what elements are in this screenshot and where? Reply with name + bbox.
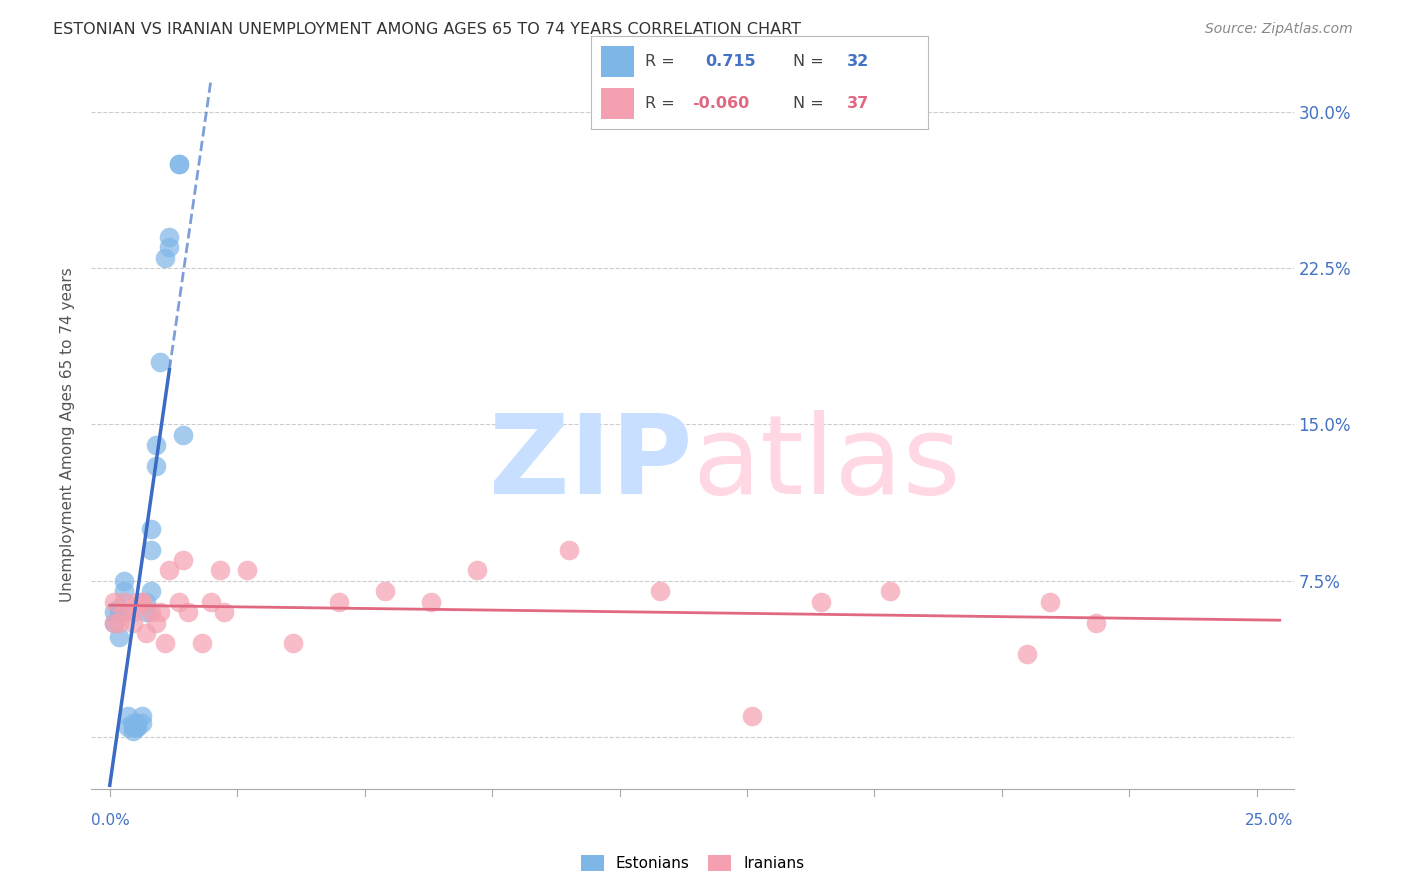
- Point: [157, 229, 180, 244]
- Point: [127, 715, 149, 730]
- Text: atlas: atlas: [692, 409, 960, 516]
- Point: [139, 584, 162, 599]
- Point: [103, 615, 125, 630]
- Point: [167, 157, 190, 171]
- Point: [135, 595, 157, 609]
- Point: [1017, 647, 1039, 661]
- Point: [879, 584, 901, 599]
- Point: [167, 595, 190, 609]
- Point: [121, 605, 143, 619]
- Text: R =: R =: [644, 54, 675, 69]
- Point: [172, 553, 194, 567]
- Text: 0.715: 0.715: [706, 54, 756, 69]
- Point: [650, 584, 672, 599]
- Point: [157, 240, 180, 254]
- Point: [214, 605, 236, 619]
- Point: [328, 595, 350, 609]
- Point: [149, 605, 172, 619]
- Point: [127, 720, 149, 734]
- Point: [108, 615, 131, 630]
- Bar: [600, 46, 634, 77]
- Point: [117, 709, 139, 723]
- Bar: [600, 88, 634, 119]
- Point: [121, 715, 143, 730]
- Point: [121, 724, 143, 739]
- Point: [131, 715, 153, 730]
- Text: 25.0%: 25.0%: [1246, 814, 1294, 828]
- Point: [153, 636, 176, 650]
- Point: [131, 595, 153, 609]
- Point: [117, 720, 139, 734]
- Text: R =: R =: [644, 96, 675, 112]
- Text: Source: ZipAtlas.com: Source: ZipAtlas.com: [1205, 22, 1353, 37]
- Point: [465, 563, 488, 577]
- Point: [741, 709, 763, 723]
- Point: [145, 615, 167, 630]
- Point: [103, 615, 125, 630]
- Point: [127, 720, 149, 734]
- Point: [135, 605, 157, 619]
- Point: [236, 563, 259, 577]
- Point: [131, 709, 153, 723]
- Point: [112, 574, 135, 588]
- Point: [112, 605, 135, 619]
- Text: 37: 37: [846, 96, 869, 112]
- Point: [177, 605, 200, 619]
- Point: [419, 595, 441, 609]
- Point: [127, 595, 149, 609]
- Point: [139, 542, 162, 557]
- Point: [1085, 615, 1108, 630]
- Point: [149, 355, 172, 369]
- Text: 0.0%: 0.0%: [91, 814, 131, 828]
- Point: [208, 563, 231, 577]
- Point: [112, 595, 135, 609]
- Text: N =: N =: [793, 54, 824, 69]
- Text: 32: 32: [846, 54, 869, 69]
- Point: [108, 630, 131, 644]
- Y-axis label: Unemployment Among Ages 65 to 74 years: Unemployment Among Ages 65 to 74 years: [60, 268, 76, 602]
- Point: [108, 605, 131, 619]
- Point: [112, 584, 135, 599]
- Point: [108, 601, 131, 615]
- Point: [557, 542, 579, 557]
- Point: [121, 615, 143, 630]
- Point: [167, 157, 190, 171]
- Point: [103, 605, 125, 619]
- Point: [810, 595, 832, 609]
- Point: [157, 563, 180, 577]
- Point: [139, 522, 162, 536]
- Point: [121, 720, 143, 734]
- Point: [200, 595, 222, 609]
- Text: N =: N =: [793, 96, 824, 112]
- Point: [135, 626, 157, 640]
- Point: [103, 595, 125, 609]
- Point: [145, 459, 167, 474]
- Point: [374, 584, 396, 599]
- Point: [1039, 595, 1062, 609]
- Point: [153, 251, 176, 265]
- Text: -0.060: -0.060: [692, 96, 749, 112]
- Point: [190, 636, 212, 650]
- Point: [172, 428, 194, 442]
- Point: [283, 636, 305, 650]
- Point: [145, 438, 167, 452]
- Text: ZIP: ZIP: [489, 409, 692, 516]
- Text: ESTONIAN VS IRANIAN UNEMPLOYMENT AMONG AGES 65 TO 74 YEARS CORRELATION CHART: ESTONIAN VS IRANIAN UNEMPLOYMENT AMONG A…: [53, 22, 801, 37]
- Point: [139, 605, 162, 619]
- Point: [131, 595, 153, 609]
- Legend: Estonians, Iranians: Estonians, Iranians: [575, 849, 810, 878]
- Point: [112, 605, 135, 619]
